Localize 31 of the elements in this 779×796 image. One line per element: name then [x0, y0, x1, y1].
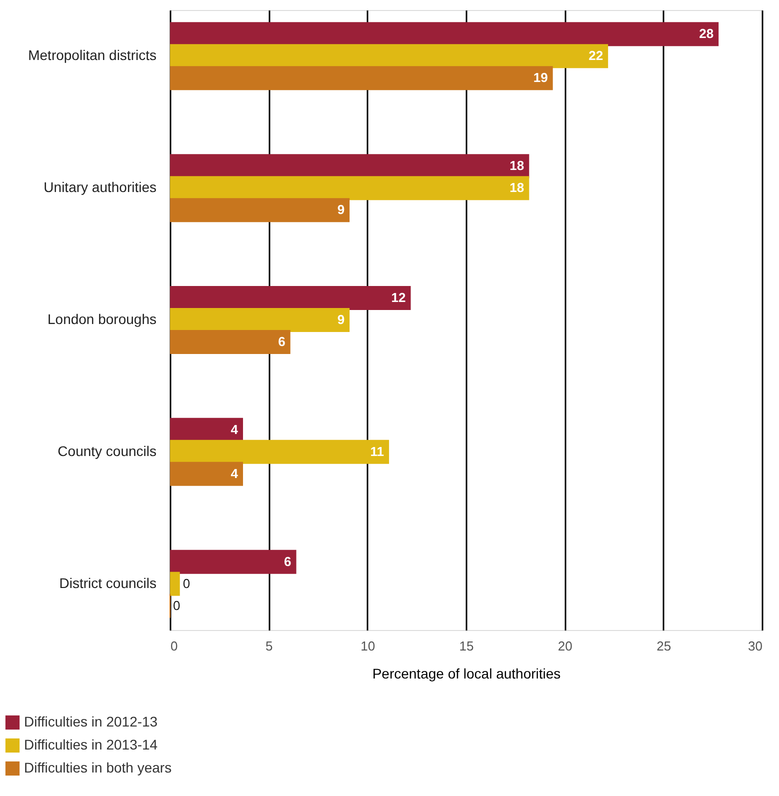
data-label: 12 [391, 290, 406, 306]
data-label: 9 [337, 202, 345, 218]
legend-label: Difficulties in both years [24, 760, 172, 776]
data-label: 0 [182, 576, 190, 591]
data-label: 9 [337, 312, 345, 327]
x-tick-label: 0 [170, 638, 178, 654]
data-label: 0 [173, 598, 180, 613]
data-label: 28 [699, 26, 714, 42]
legend-label: Difficulties in 2013-14 [24, 736, 158, 752]
x-tick-label: 30 [748, 638, 762, 654]
data-label: 4 [230, 466, 239, 481]
data-label: 4 [230, 422, 239, 437]
x-tick-label: 5 [266, 638, 273, 654]
y-tick-label: Unitary authorities [44, 179, 156, 196]
data-label: 18 [510, 180, 524, 196]
data-label: 18 [510, 158, 524, 174]
y-tick-label: County councils [58, 442, 156, 459]
data-label: 22 [588, 48, 604, 64]
x-axis-title: Percentage of local authorities [372, 666, 561, 682]
y-tick-label: London boroughs [48, 311, 156, 327]
x-tick-label: 20 [558, 638, 572, 654]
y-tick-label: Metropolitan districts [28, 47, 156, 64]
data-label: 11 [370, 444, 384, 459]
legend-label: Difficulties in 2012-13 [24, 714, 158, 730]
x-tick-label: 25 [656, 638, 672, 654]
data-label: 19 [533, 70, 548, 86]
data-label: 6 [278, 334, 286, 349]
data-label: 6 [284, 554, 292, 569]
x-tick-label: 10 [360, 638, 376, 654]
y-tick-label: District councils [59, 574, 156, 591]
x-tick-label: 15 [459, 638, 474, 654]
